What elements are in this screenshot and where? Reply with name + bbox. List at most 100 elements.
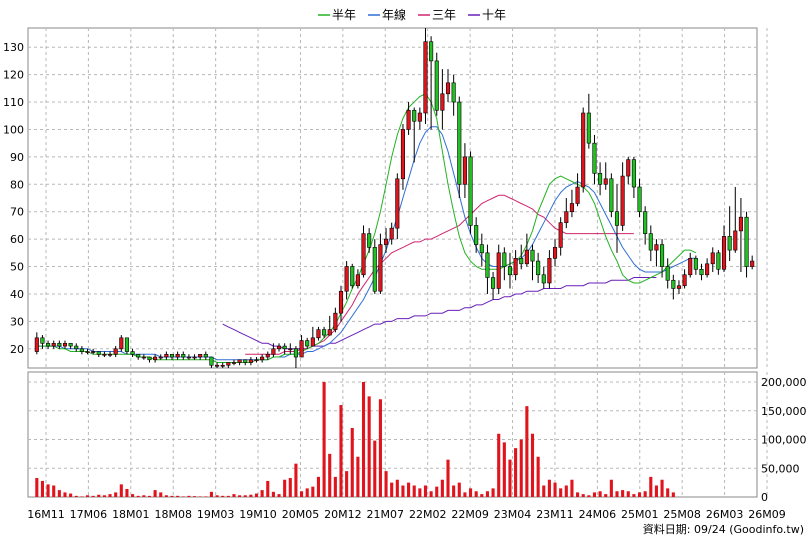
volume-bar [232, 494, 236, 497]
volume-bar [553, 482, 557, 497]
candle [744, 211, 749, 278]
volume-bar [530, 433, 535, 497]
x-tick-label: 23M04 [494, 508, 532, 521]
candle-body [79, 348, 84, 352]
candle [609, 173, 614, 218]
candle [299, 335, 304, 358]
price-tick-label: 90 [10, 151, 24, 164]
candle [209, 356, 214, 368]
candle [136, 353, 141, 360]
candle-body [417, 112, 422, 122]
price-panel-frame [27, 27, 758, 369]
volume-bar [457, 482, 461, 497]
candle [412, 107, 417, 163]
candle [169, 353, 175, 360]
volume-bar [576, 492, 580, 497]
candle [400, 123, 405, 190]
candle-body [502, 252, 507, 267]
candle-body [395, 178, 400, 229]
volume-bar [300, 491, 304, 497]
volume-bar [85, 495, 90, 497]
candle-body [220, 364, 225, 367]
candle-body [62, 343, 68, 347]
volume-bar [446, 459, 450, 497]
volume-bar [249, 494, 253, 497]
candle-body [124, 337, 129, 352]
candle-body [361, 233, 366, 276]
volume-bar [80, 496, 84, 497]
candle-body [350, 266, 355, 287]
candle [198, 353, 203, 360]
candle [598, 162, 603, 196]
volume-bar [373, 440, 377, 497]
candle-body [355, 274, 360, 287]
candle [479, 233, 484, 267]
volume-bar [497, 433, 501, 497]
candle [265, 351, 270, 360]
candle [367, 228, 372, 253]
volume-tick-label: 150,000 [761, 405, 807, 418]
candle [147, 356, 152, 363]
candle [175, 351, 180, 360]
candle [468, 151, 473, 234]
candle [541, 266, 546, 289]
candle [378, 233, 383, 294]
candle-body [671, 279, 676, 289]
candle [333, 307, 338, 333]
candle [79, 346, 84, 355]
x-tick-label: 21M07 [367, 508, 405, 521]
candle-body [716, 252, 721, 270]
candle [293, 346, 298, 368]
candle [237, 359, 242, 366]
candle [406, 102, 411, 135]
candle [102, 351, 107, 358]
candle [271, 343, 276, 358]
candle-body [141, 356, 146, 359]
volume-bar [598, 491, 602, 497]
candle-body [136, 353, 141, 358]
candle-body [34, 337, 39, 352]
volume-bar [153, 490, 157, 497]
candle [676, 280, 682, 294]
candle-body [209, 356, 214, 366]
volume-bar [429, 491, 433, 497]
volume-axis-ticks: 0 50,000 100,000 150,000 200,000 [761, 376, 807, 504]
candle-body [192, 356, 197, 359]
candle-body [536, 260, 541, 276]
volume-bar [209, 491, 213, 497]
candle [361, 225, 366, 278]
candle-body [530, 249, 535, 262]
x-tick-label: 19M03 [197, 508, 235, 521]
candle-body [609, 178, 614, 213]
legend-item: 半年 [318, 8, 356, 22]
price-gridlines [28, 28, 768, 368]
candle [338, 285, 344, 322]
volume-bar [339, 405, 343, 497]
candle [310, 326, 315, 347]
volume-bar [187, 495, 191, 497]
volume-bar [508, 459, 512, 497]
candle-body [389, 227, 394, 240]
candle [575, 173, 580, 207]
candle-body [507, 266, 513, 276]
candle [254, 357, 259, 363]
candle [91, 348, 96, 355]
volume-bar [649, 476, 653, 497]
volume-bar [108, 494, 112, 497]
volume-bar [604, 494, 608, 497]
volume-bar [536, 456, 540, 497]
candle-body [524, 249, 529, 265]
candle-body [744, 216, 749, 267]
candle [519, 244, 524, 270]
candlesticks [34, 28, 755, 368]
x-tick-label: 18M01 [112, 508, 150, 521]
candle-body [254, 359, 259, 362]
volume-bar [401, 485, 405, 497]
volume-bar [243, 495, 247, 497]
volume-bar [40, 480, 44, 497]
volume-bar [615, 491, 619, 497]
volume-tick-label: 100,000 [761, 434, 807, 447]
candle [85, 348, 90, 355]
candle-body [384, 238, 389, 245]
candle-body [102, 353, 107, 356]
